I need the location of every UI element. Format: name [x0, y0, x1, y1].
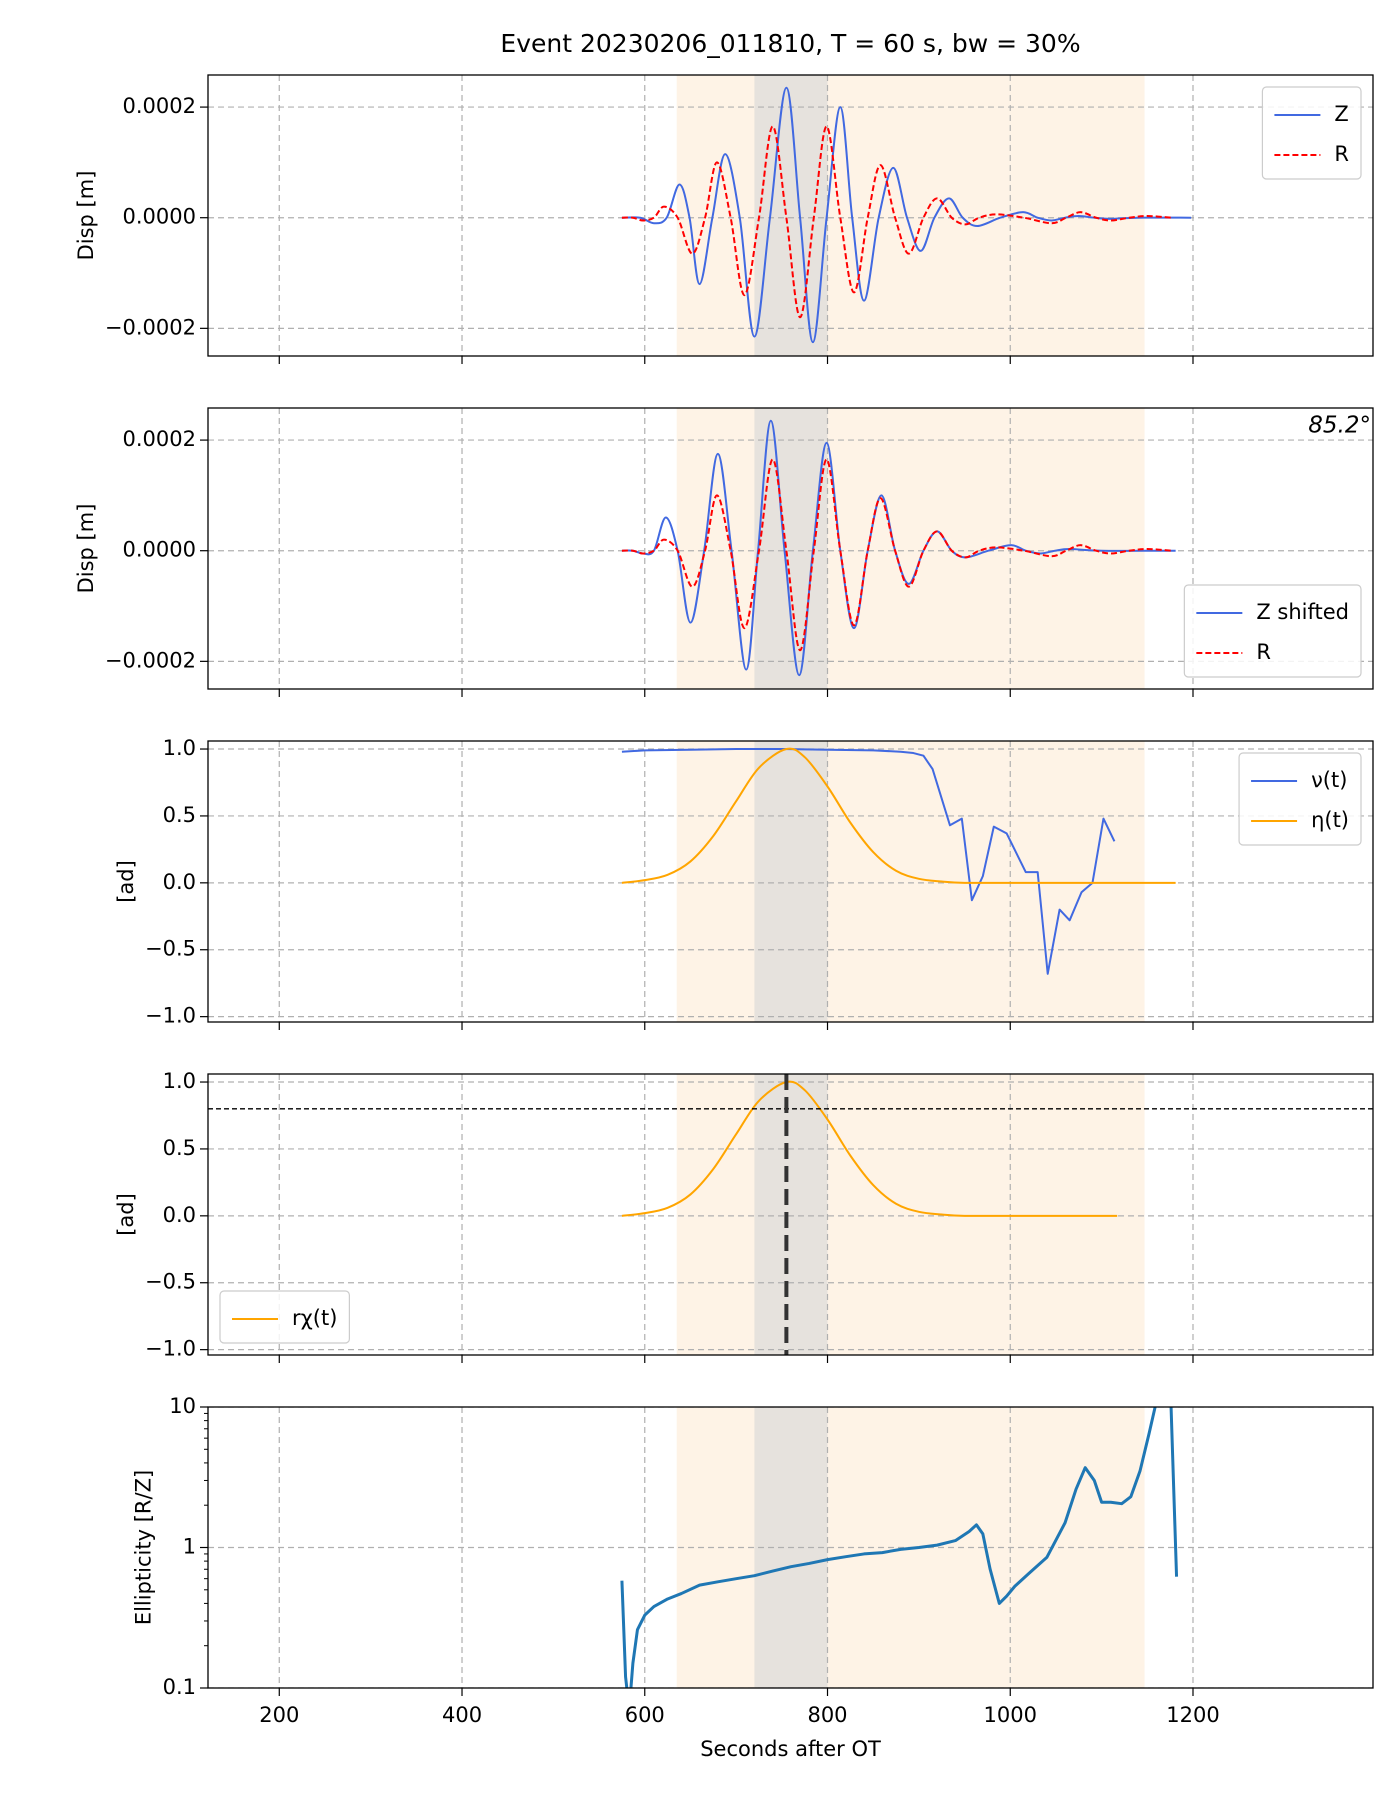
plot-area: [208, 741, 1373, 1022]
data-line: [621, 86, 1192, 344]
plot-area: [208, 1407, 1373, 1688]
y-tick-label: 1.0: [163, 736, 196, 760]
data-line: [621, 458, 1173, 652]
y-tick-label: −0.5: [145, 1270, 196, 1294]
legend: ZR: [1261, 86, 1362, 180]
legend-label: Z: [1334, 102, 1348, 126]
annotation: 85.2°: [1308, 413, 1371, 439]
axes-frame: [207, 74, 1374, 357]
y-axis-label: Disp [m]: [74, 171, 98, 261]
y-axis-label: [ad]: [114, 1193, 138, 1236]
y-tick-label: 0.1: [163, 1675, 196, 1699]
y-tick-label: 1.0: [163, 1069, 196, 1093]
y-tick-label: −1.0: [145, 1337, 196, 1361]
plot-area: [208, 75, 1373, 356]
axes-frame: [207, 407, 1374, 690]
data-line: [621, 125, 1173, 319]
span: [754, 75, 828, 356]
data-line: [621, 747, 1176, 884]
x-tick-label: 800: [807, 1703, 847, 1727]
y-axis-label: [ad]: [114, 860, 138, 903]
y-tick-label: 0.0002: [123, 427, 196, 451]
legend: ν(t) η(t): [1238, 752, 1362, 846]
data-line: [620, 1407, 1179, 1688]
chart-title: Event 20230206_011810, T = 60 s, bw = 30…: [500, 29, 1080, 58]
y-tick-label: 0.0: [163, 870, 196, 894]
axes-frame: [207, 1406, 1374, 1689]
y-axis-label: Disp [m]: [74, 504, 98, 594]
legend-box: [1183, 584, 1362, 678]
x-axis-label: Seconds after OT: [700, 1737, 881, 1761]
plot-area: [208, 1074, 1373, 1355]
legend-label: R: [1256, 640, 1271, 664]
span: [754, 741, 828, 1022]
y-tick-label: 0.0: [163, 1203, 196, 1227]
legend: rχ(t): [219, 1290, 350, 1344]
x-tick-label: 600: [625, 1703, 665, 1727]
y-tick-label: 0.0002: [123, 94, 196, 118]
x-tick-label: 1200: [1166, 1703, 1219, 1727]
data-line: [621, 419, 1176, 677]
y-tick-label: 0.0000: [123, 538, 196, 562]
x-tick-label: 400: [442, 1703, 482, 1727]
y-tick-label: −0.0002: [105, 315, 196, 339]
x-tick-label: 1000: [984, 1703, 1037, 1727]
y-tick-label: 0.5: [163, 1136, 196, 1160]
legend-label: R: [1334, 142, 1349, 166]
y-tick-label: −0.5: [145, 937, 196, 961]
legend-label: rχ(t): [292, 1306, 337, 1330]
y-tick-label: 0.5: [163, 803, 196, 827]
y-tick-label: −1.0: [145, 1004, 196, 1028]
axes-frame: [207, 740, 1374, 1023]
legend-label: Z shifted: [1256, 600, 1349, 624]
legend-label: η(t): [1311, 808, 1349, 832]
y-tick-label: 0.0000: [123, 205, 196, 229]
x-tick-label: 200: [259, 1703, 299, 1727]
y-tick-label: 10: [169, 1394, 196, 1418]
data-line: [621, 1080, 1118, 1217]
y-tick-label: 1: [183, 1535, 196, 1559]
plot-area: [208, 408, 1373, 689]
span: [754, 1074, 828, 1355]
y-axis-label: Ellipticity [R/Z]: [132, 1470, 156, 1625]
y-tick-label: −0.0002: [105, 648, 196, 672]
axes-frame: [207, 1073, 1374, 1356]
legend: Z shifted R: [1183, 584, 1362, 678]
legend-label: ν(t): [1311, 768, 1347, 792]
legend-box: [219, 1290, 350, 1344]
